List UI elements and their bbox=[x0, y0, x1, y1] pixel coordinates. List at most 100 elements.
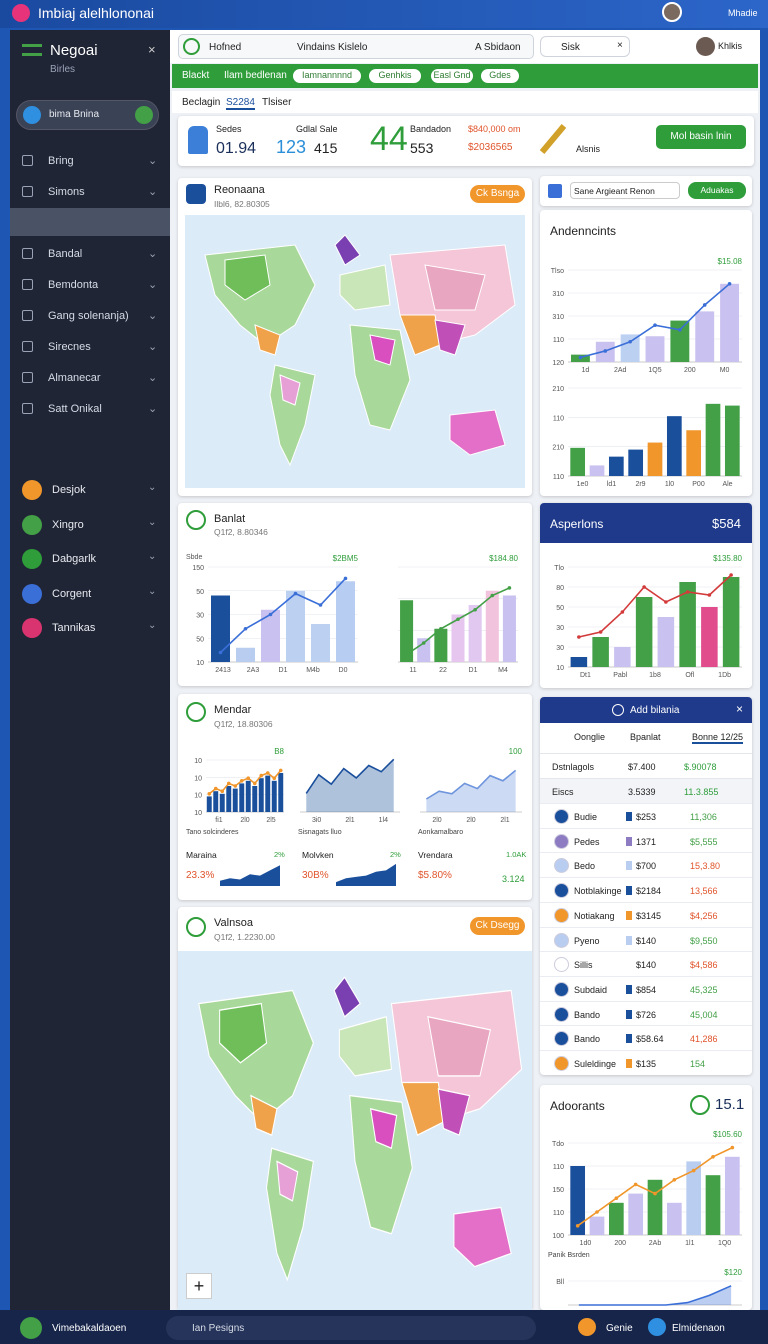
bar bbox=[686, 1161, 702, 1235]
table-row[interactable]: Notiakang $3145 $4,256 bbox=[540, 901, 752, 927]
summary-row: Eiscs 3.5339 11.3.855 bbox=[540, 778, 752, 803]
x-label: Dt1 bbox=[580, 672, 591, 679]
land bbox=[224, 254, 271, 301]
annotation: $15.08 bbox=[718, 257, 743, 266]
card-button[interactable]: Ck Dsegg bbox=[470, 917, 525, 935]
menu-item[interactable]: Bandal ⌄ bbox=[10, 240, 170, 268]
bar bbox=[592, 637, 609, 667]
table-row[interactable]: Budie $253 11,306 bbox=[540, 803, 752, 828]
table-row[interactable]: Bando $58.64 41,286 bbox=[540, 1025, 752, 1050]
green-tab[interactable]: Gdes bbox=[480, 68, 520, 84]
table-card: Add bilania × Oonglie Bpanlat Bonne 12/2… bbox=[540, 697, 752, 1075]
x-label: 200 bbox=[614, 1240, 626, 1247]
x-label: 2A3 bbox=[247, 667, 260, 674]
search-button[interactable]: Aduakas bbox=[688, 182, 746, 199]
menu-item[interactable]: Gang solenanja) ⌄ bbox=[10, 302, 170, 330]
zoom-button[interactable]: + bbox=[186, 1273, 212, 1299]
avatar-small[interactable] bbox=[696, 37, 715, 56]
table-row[interactable]: Suleldinge $135 154 bbox=[540, 1050, 752, 1075]
menu-item[interactable]: Bring ⌄ bbox=[10, 147, 170, 175]
search-input[interactable]: Sane Argieant Renon bbox=[570, 182, 680, 199]
point bbox=[653, 1191, 657, 1196]
x-label: 2l1 bbox=[345, 817, 354, 824]
app-icon[interactable] bbox=[22, 549, 42, 569]
app-label[interactable]: Xingro bbox=[52, 518, 84, 531]
bar bbox=[701, 607, 718, 667]
profile-pill[interactable]: bima Bnina bbox=[16, 100, 159, 130]
point bbox=[220, 789, 225, 793]
bottom-item-icon[interactable] bbox=[648, 1318, 666, 1336]
tab-active[interactable]: S2284 bbox=[226, 97, 255, 110]
table-row[interactable]: Bedo $700 15,3.80 bbox=[540, 852, 752, 877]
point bbox=[439, 626, 443, 631]
kpi-icon bbox=[188, 126, 208, 154]
app-icon[interactable] bbox=[12, 4, 30, 22]
search-clear[interactable]: × bbox=[617, 40, 623, 51]
land bbox=[453, 1206, 512, 1268]
cell: $135 bbox=[636, 1059, 657, 1069]
card-title: Banlat bbox=[214, 513, 246, 525]
kpi-button[interactable]: Mol basin lnin bbox=[656, 125, 746, 149]
app-icon[interactable] bbox=[22, 583, 42, 604]
app-label[interactable]: Dabgarlk bbox=[52, 553, 97, 565]
pill-label: bima Bnina bbox=[49, 109, 100, 120]
green-tab[interactable]: Easl Gnd bbox=[430, 68, 474, 84]
avatar[interactable] bbox=[662, 2, 682, 22]
menu-item[interactable]: Bemdonta ⌄ bbox=[10, 271, 170, 299]
search-box[interactable]: Sisk × bbox=[540, 36, 630, 57]
bottom-icon[interactable] bbox=[20, 1317, 42, 1339]
chart: 3i0 2l1 1l4 Sisnagats lluo bbox=[298, 758, 400, 836]
caption: Aonkamalbaro bbox=[418, 829, 463, 836]
green-tab[interactable]: Genhkis bbox=[368, 68, 422, 84]
bar bbox=[722, 577, 740, 667]
toolbar-field[interactable]: Hofned Vindains Kislelo A Sbidaon bbox=[178, 34, 534, 59]
app-icon[interactable] bbox=[22, 618, 42, 638]
y-label: 10 bbox=[194, 758, 202, 765]
land bbox=[369, 1107, 398, 1150]
bar bbox=[614, 647, 631, 667]
bar bbox=[239, 783, 245, 812]
table-row[interactable]: Notblakinge $2184 13,566 bbox=[540, 877, 752, 902]
point bbox=[473, 607, 477, 612]
green-tab[interactable]: Iamnannnnd bbox=[292, 68, 362, 84]
cell: 15,3.80 bbox=[690, 861, 721, 872]
app-label[interactable]: Corgent bbox=[52, 587, 92, 600]
bottom-item[interactable]: Genie bbox=[606, 1323, 633, 1334]
menu-chevron: ⌄ bbox=[148, 403, 158, 415]
app-icon[interactable] bbox=[22, 480, 42, 500]
cell: Suleldinge bbox=[574, 1059, 617, 1069]
hamburger[interactable] bbox=[22, 44, 42, 56]
app-label[interactable]: Desjok bbox=[52, 484, 86, 496]
x-label: 200 bbox=[684, 367, 696, 374]
app-icon[interactable] bbox=[22, 514, 42, 535]
x-label: 1l0 bbox=[665, 481, 674, 488]
header-icon bbox=[612, 704, 624, 716]
menu-item[interactable]: Satt Onikal ⌄ bbox=[10, 395, 170, 423]
x-label: 2l0 bbox=[466, 817, 475, 824]
y-label: 110 bbox=[553, 474, 564, 481]
close[interactable]: × bbox=[148, 42, 156, 57]
app-label[interactable]: Tannikas bbox=[52, 622, 96, 634]
user-name[interactable]: Mhadie bbox=[728, 8, 758, 18]
menu-item[interactable]: Simons ⌄ bbox=[10, 178, 170, 206]
table-row[interactable]: Subdaid $854 45,325 bbox=[540, 975, 752, 1001]
bottom-search[interactable]: Ian Pesigns bbox=[166, 1316, 536, 1340]
table-row[interactable]: Pyeno $140 $9,550 bbox=[540, 926, 752, 952]
menu-item[interactable]: Sirecnes ⌄ bbox=[10, 333, 170, 361]
bottom-item[interactable]: Elmidenaon bbox=[672, 1323, 725, 1334]
chart: Tdo 110 150 110 100 1d0 200 2Ab 1l1 1Q0 $105.60 Pan… bbox=[548, 1130, 743, 1259]
table-row[interactable]: Sillis $140 $4,586 bbox=[540, 951, 752, 976]
table-row[interactable]: Bando $726 45,004 bbox=[540, 1000, 752, 1026]
table-close[interactable]: × bbox=[736, 702, 744, 716]
bottom-item-icon[interactable] bbox=[578, 1318, 596, 1336]
stat-value: 23.3% bbox=[186, 870, 215, 881]
menu-item[interactable]: Almanecar ⌄ bbox=[10, 364, 170, 392]
tab[interactable]: Tlsiser bbox=[262, 97, 292, 108]
bottom-search-text: Ian Pesigns bbox=[192, 1323, 245, 1334]
tab[interactable]: Beclagin bbox=[182, 97, 221, 108]
menu-chevron: ⌄ bbox=[148, 516, 157, 528]
toolbar-user[interactable]: Khlkis bbox=[718, 41, 743, 51]
card-button[interactable]: Ck Bsnga bbox=[470, 185, 525, 203]
bar bbox=[647, 442, 663, 476]
table-row[interactable]: Pedes 1371 $5,555 bbox=[540, 827, 752, 853]
